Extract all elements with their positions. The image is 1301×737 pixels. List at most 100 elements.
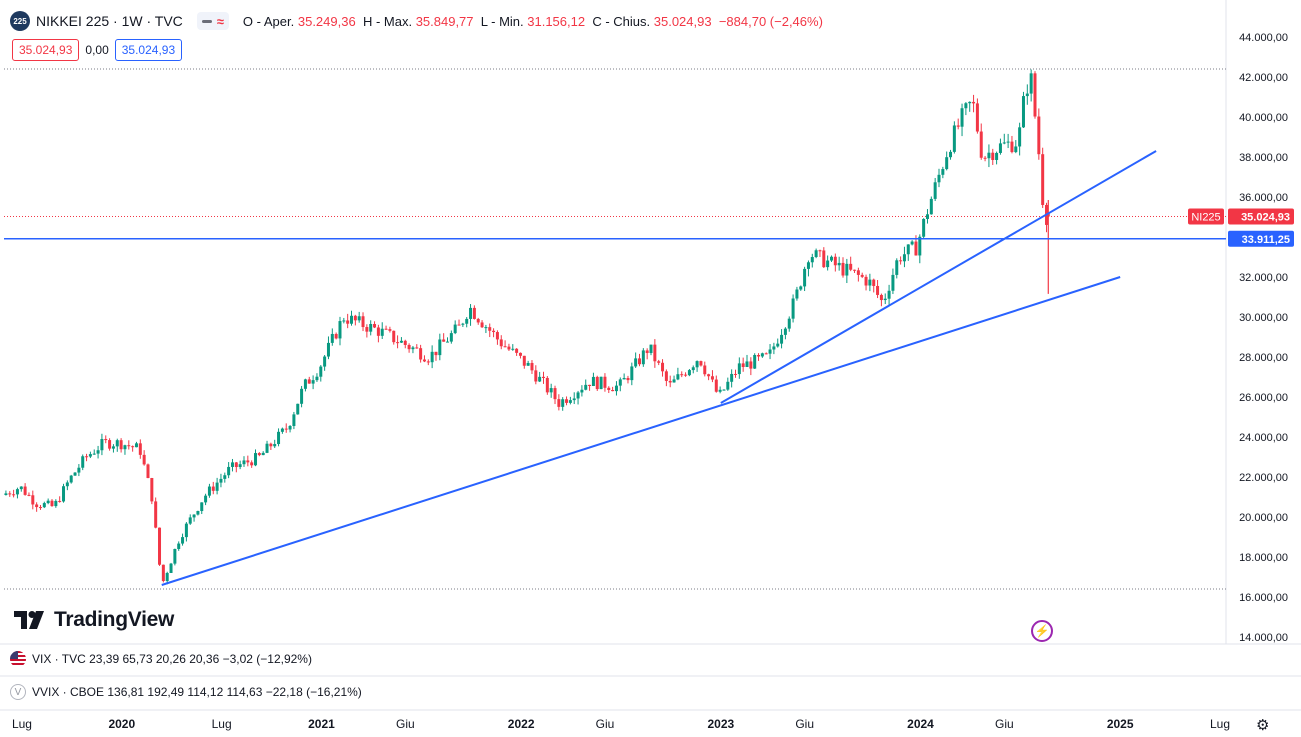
quote-row: 35.024,93 0,00 35.024,93: [12, 39, 183, 61]
candle-body: [85, 456, 89, 458]
y-tick-label: 24.000,00: [1239, 432, 1288, 444]
y-tick-label: 26.000,00: [1239, 392, 1288, 404]
candle-body: [250, 462, 254, 466]
candle-body: [695, 361, 699, 368]
candle-body: [741, 363, 745, 367]
candle-body: [772, 346, 776, 350]
x-tick-label: Giu: [596, 717, 615, 731]
candle-body: [661, 362, 665, 372]
candle-body: [88, 454, 92, 457]
indicator-toggle[interactable]: ≈: [196, 12, 229, 30]
candle-body: [27, 494, 31, 496]
candle-body: [964, 103, 968, 109]
candle-body: [699, 361, 703, 366]
y-tick-label: 44.000,00: [1239, 32, 1288, 44]
candle-body: [991, 152, 995, 160]
tradingview-logo[interactable]: TradingView: [14, 608, 174, 632]
candle-body: [676, 374, 680, 380]
symbol-badge-icon[interactable]: 225: [10, 11, 30, 31]
flash-icon[interactable]: ⚡: [1031, 620, 1053, 642]
ohlc-readout: O - Aper. 35.249,36 H - Max. 35.849,77 L…: [243, 14, 823, 29]
candle-body: [687, 370, 691, 376]
candle-body: [1029, 73, 1033, 94]
indicator-vix[interactable]: VIX · TVC 23,39 65,73 20,26 20,36 −3,02 …: [10, 651, 312, 667]
minus-icon: [201, 19, 212, 23]
spread-value: 0,00: [85, 43, 109, 57]
candle-body: [131, 446, 135, 448]
candle-body: [618, 379, 622, 386]
candle-body: [664, 371, 668, 381]
candle-body: [181, 537, 185, 544]
candle-body: [603, 376, 607, 388]
candle-body: [204, 495, 208, 503]
candle-body: [123, 445, 127, 450]
candle-body: [492, 330, 496, 333]
candle-body: [591, 376, 595, 386]
y-tick-label: 18.000,00: [1239, 552, 1288, 564]
candle-body: [1002, 142, 1006, 144]
candle-body: [384, 328, 388, 330]
candle-body: [960, 108, 964, 127]
candle-body: [403, 340, 407, 345]
candle-body: [710, 376, 714, 380]
open-label: O - Aper.: [242, 13, 295, 29]
candle-body: [745, 361, 749, 367]
candle-body: [254, 453, 258, 466]
y-tick-label: 22.000,00: [1239, 472, 1288, 484]
candle-body: [495, 332, 499, 340]
candle-body: [776, 343, 780, 347]
price-tag-bg: [1228, 230, 1294, 247]
candle-body: [760, 353, 764, 357]
candle-body: [580, 389, 584, 393]
ask-box[interactable]: 35.024,93: [114, 39, 183, 61]
candle-body: [780, 334, 784, 344]
symbol-title[interactable]: NIKKEI 225 · 1W · TVC: [36, 13, 183, 29]
candle-body: [376, 327, 380, 336]
candle-body: [58, 500, 62, 502]
candle-body: [899, 260, 903, 262]
x-tick-label: 2022: [508, 717, 535, 731]
candle-body: [330, 333, 334, 343]
candle-body: [338, 321, 342, 339]
candle-body: [906, 244, 910, 255]
candle-body: [1041, 154, 1045, 205]
candle-body: [753, 355, 757, 369]
y-tick-label: 14.000,00: [1239, 632, 1288, 644]
candle-body: [81, 456, 85, 468]
candle-body: [15, 489, 19, 495]
indicator-vvix-text: VVIX · CBOE 136,81 192,49 114,12 114,63 …: [32, 685, 362, 699]
candle-body: [319, 366, 323, 377]
tradingview-logo-icon: [14, 611, 44, 629]
candle-body: [887, 290, 891, 299]
candle-body: [522, 355, 526, 366]
y-tick-label: 36.000,00: [1239, 192, 1288, 204]
settings-gear-icon[interactable]: ⚙: [1256, 717, 1270, 734]
candle-body: [269, 443, 273, 447]
candle-body: [637, 358, 641, 365]
candle-body: [703, 365, 707, 375]
candle-body: [200, 502, 204, 512]
candle-body: [446, 341, 450, 343]
candle-body: [369, 324, 373, 332]
candle-body: [54, 500, 58, 507]
indicator-vvix[interactable]: V VVIX · CBOE 136,81 192,49 114,12 114,6…: [10, 684, 362, 700]
candle-body: [1018, 127, 1022, 147]
candle-body: [549, 388, 553, 393]
candle-body: [158, 527, 162, 565]
candle-body: [849, 263, 853, 270]
candle-body: [641, 350, 645, 365]
candle-body: [611, 390, 615, 392]
candle-body: [526, 362, 530, 366]
candle-body: [822, 250, 826, 268]
bid-box[interactable]: 35.024,93: [12, 39, 80, 61]
candle-body: [714, 379, 718, 392]
candle-body: [972, 101, 976, 104]
candle-body: [73, 472, 77, 476]
candle-body: [538, 376, 542, 382]
candle-body: [1037, 116, 1041, 155]
candle-body: [518, 352, 522, 356]
candle-body: [108, 440, 112, 449]
candle-body: [895, 260, 899, 275]
candle-body: [818, 250, 822, 252]
